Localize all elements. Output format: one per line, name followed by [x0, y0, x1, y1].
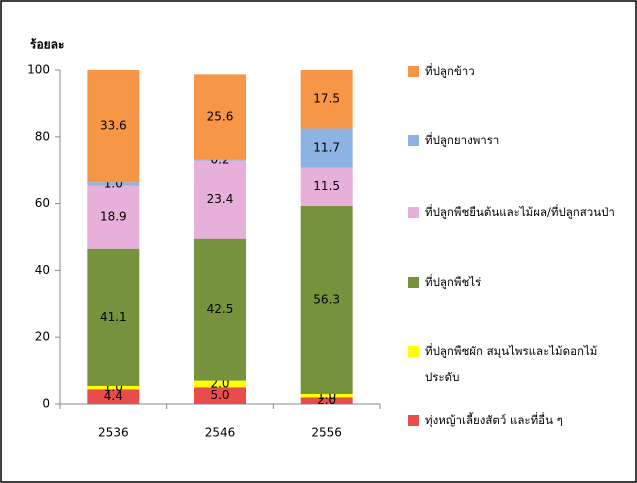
- bar-segment: [300, 70, 353, 129]
- bar-segment: [194, 238, 246, 381]
- bar-segment: [300, 167, 353, 206]
- legend-label: ที่ปลูกพืชยืนต้นและไม้ผล/ที่ปลูกสวนป่า: [425, 205, 615, 219]
- y-tick-label: 60: [35, 196, 50, 210]
- data-label: 25.6: [207, 110, 234, 124]
- bar-segment: [87, 385, 140, 390]
- data-label: 18.9: [100, 210, 127, 224]
- bar-segment: [87, 185, 140, 249]
- legend-swatch: [408, 346, 419, 357]
- data-label: 11.5: [313, 179, 340, 193]
- data-label: 41.1: [100, 310, 127, 324]
- legend-item: ที่ปลูกข้าว: [408, 58, 475, 84]
- x-tick-label: 2546: [205, 426, 236, 440]
- data-label: 33.6: [100, 119, 127, 133]
- bar-segment: [194, 380, 246, 388]
- y-tick-label: 80: [35, 129, 50, 143]
- legend-item: ทุ่งหญ้าเลี้ยงสัตว์ และที่อื่น ๆ: [408, 407, 563, 433]
- legend-item: ที่ปลูกยางพารา: [408, 127, 499, 153]
- data-label: 11.7: [313, 140, 340, 154]
- bar-segment: [300, 205, 353, 394]
- legend-label: ทุ่งหญ้าเลี้ยงสัตว์ และที่อื่น ๆ: [425, 413, 563, 427]
- y-tick-label: 100: [27, 63, 50, 77]
- bar-segment: [300, 128, 353, 168]
- legend-swatch: [408, 207, 419, 218]
- x-tick-label: 2536: [98, 426, 129, 440]
- data-label: 4.4: [104, 389, 123, 403]
- bar-segment: [87, 182, 140, 186]
- legend-item: ที่ปลูกพืชไร่: [408, 269, 481, 295]
- data-label: 42.5: [207, 302, 234, 316]
- y-axis-label: ร้อยละ: [30, 38, 64, 52]
- legend-swatch: [408, 415, 419, 426]
- y-tick-label: 40: [35, 263, 50, 277]
- y-tick-label: 0: [42, 397, 50, 411]
- data-label: 23.4: [207, 192, 234, 206]
- bar-segment: [87, 248, 140, 386]
- legend-item: ที่ปลูกพืชยืนต้นและไม้ผล/ที่ปลูกสวนป่า: [408, 199, 615, 225]
- legend-label: ที่ปลูกยางพารา: [425, 133, 500, 147]
- bar-segment: [87, 70, 140, 183]
- bar-segment: [194, 160, 246, 239]
- data-label: 5.0: [210, 388, 229, 402]
- legend-swatch: [408, 135, 419, 146]
- legend-label: ที่ปลูกข้าว: [425, 64, 475, 78]
- bar-segment: [194, 74, 246, 160]
- legend-label: ที่ปลูกพืชผัก สมุนไพรและไม้ดอกไม้ประดับ: [425, 344, 598, 384]
- bar-segment: [300, 397, 353, 404]
- legend-swatch: [408, 66, 419, 77]
- data-label: 17.5: [313, 92, 340, 106]
- bar-segment: [194, 159, 246, 161]
- legend-swatch: [408, 277, 419, 288]
- bar-segment: [194, 387, 246, 404]
- legend-label: ที่ปลูกพืชไร่: [425, 275, 482, 289]
- data-label: 56.3: [313, 292, 340, 306]
- bar-segment: [87, 389, 140, 404]
- legend-item: ที่ปลูกพืชผัก สมุนไพรและไม้ดอกไม้ประดับ: [408, 338, 630, 390]
- y-tick-label: 20: [35, 330, 50, 344]
- x-tick-label: 2556: [311, 426, 342, 440]
- bar-segment: [300, 393, 353, 398]
